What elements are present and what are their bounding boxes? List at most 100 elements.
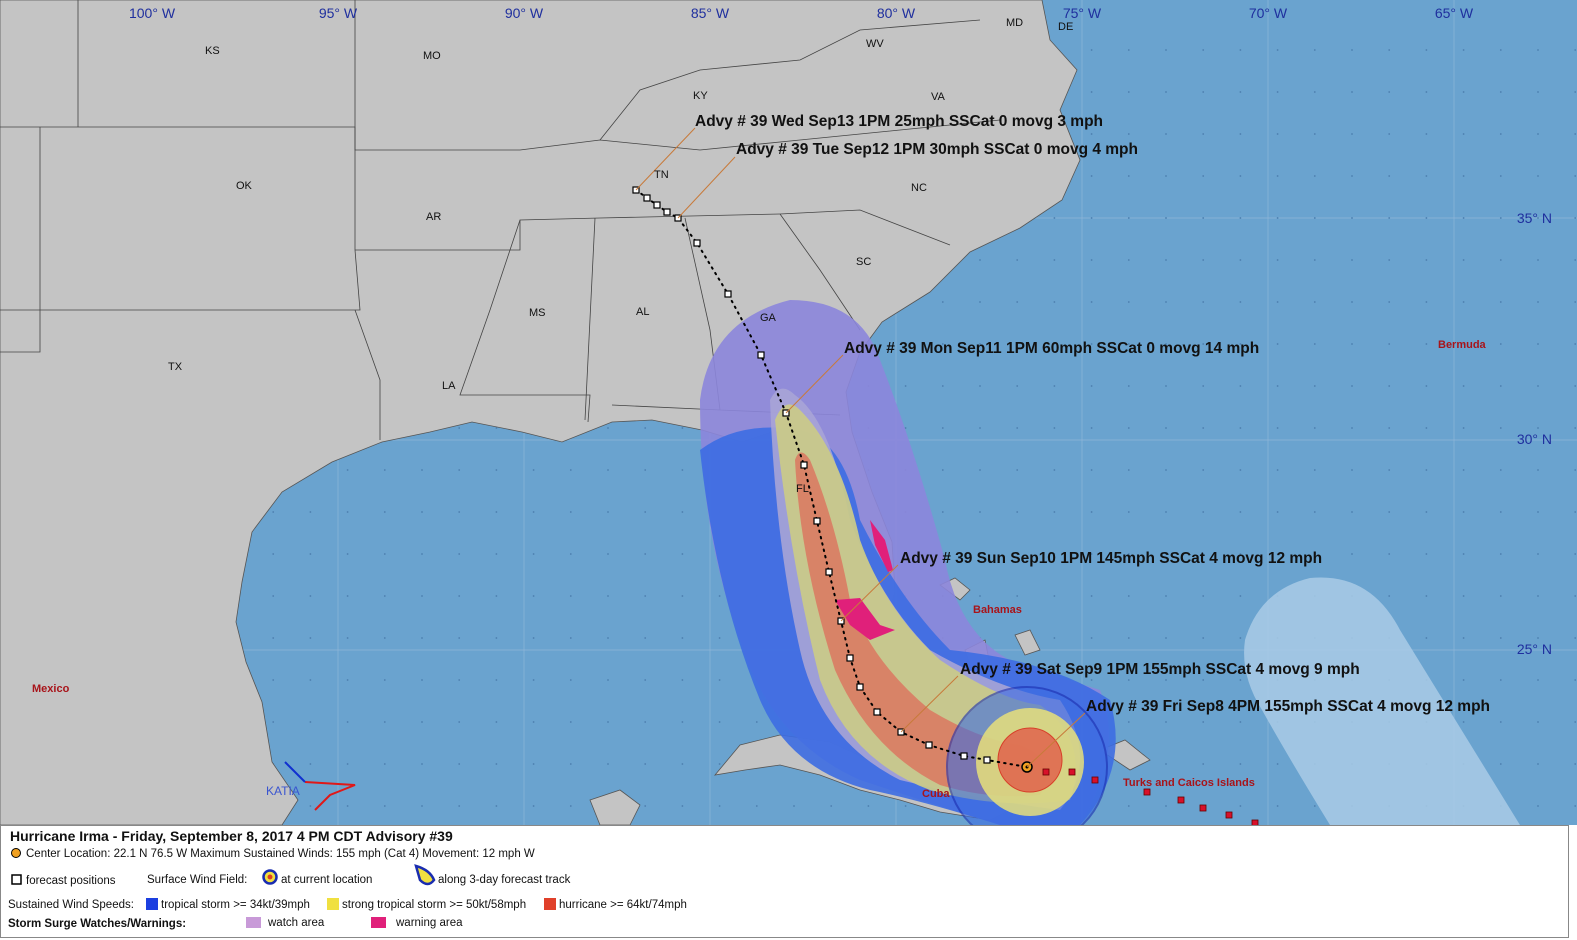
grid-dot: [532, 805, 535, 807]
grid-dot: [718, 763, 721, 765]
grid-dot: [1276, 175, 1279, 177]
grid-dot: [1202, 721, 1205, 723]
grid-dot: [383, 553, 386, 555]
grid-dot: [1351, 91, 1353, 93]
grid-dot: [532, 553, 535, 555]
grid-dot: [1127, 805, 1130, 807]
grid-dot: [1462, 427, 1465, 429]
grid-dot: [1499, 595, 1502, 597]
state-label: MO: [423, 50, 441, 62]
forecast-position: [693, 239, 701, 247]
grid-dot: [383, 763, 386, 765]
legend-text: Surface Wind Field:: [147, 874, 247, 886]
past-position: [1177, 796, 1185, 804]
grid-dot: [1053, 427, 1056, 429]
grid-dot: [979, 385, 981, 387]
grid-dot: [1202, 175, 1205, 177]
grid-dot: [1351, 511, 1353, 513]
grid-dot: [1499, 133, 1502, 135]
grid-dot: [1165, 217, 1167, 219]
grid-dot: [1239, 217, 1242, 219]
grid-dot: [1574, 301, 1577, 303]
grid-dot: [607, 427, 609, 429]
grid-dot: [1276, 133, 1279, 135]
grid-dot: [979, 301, 981, 303]
grid-dot: [1165, 385, 1167, 387]
grid-dot: [644, 553, 647, 555]
grid-dot: [1239, 805, 1242, 807]
katia-track: [304, 781, 356, 811]
grid-dot: [1537, 301, 1539, 303]
grid-dot: [1127, 595, 1130, 597]
grid-dot: [458, 511, 461, 513]
grid-dot: [1313, 343, 1316, 345]
grid-dot: [607, 511, 609, 513]
grid-dot: [1425, 175, 1428, 177]
grid-dot: [495, 469, 498, 471]
wind-field-icon-core: [267, 874, 273, 880]
state-label: VA: [931, 91, 946, 103]
grid-dot: [941, 511, 944, 513]
grid-dot: [1090, 175, 1093, 177]
grid-dot: [867, 805, 870, 807]
ts-swatch: [146, 898, 158, 910]
state-label: OK: [236, 180, 253, 192]
grid-dot: [532, 637, 535, 639]
grid-dot: [1165, 511, 1167, 513]
grid-dot: [1574, 259, 1577, 261]
grid-dot: [346, 469, 349, 471]
grid-dot: [1165, 175, 1167, 177]
advisory-label: Advy # 39 Fri Sep8 4PM 155mph SSCat 4 mo…: [1086, 698, 1490, 715]
grid-dot: [1127, 721, 1130, 723]
grid-dot: [1499, 511, 1502, 513]
grid-dot: [644, 763, 647, 765]
grid-dot: [1537, 805, 1539, 807]
grid-dot: [1313, 301, 1316, 303]
grid-dot: [1313, 259, 1316, 261]
legend-text: warning area: [395, 917, 463, 929]
grid-dot: [681, 763, 684, 765]
grid-dot: [1239, 763, 1242, 765]
leader-line: [900, 675, 959, 733]
forecast-position: [724, 290, 732, 298]
state-label: TX: [168, 361, 183, 373]
grid-dot: [1425, 217, 1428, 219]
grid-dot: [1425, 259, 1428, 261]
grid-dot: [1276, 763, 1279, 765]
state-label: LA: [442, 380, 456, 392]
grid-dot: [979, 595, 981, 597]
grid-dot: [1239, 721, 1242, 723]
state-label: MD: [1006, 17, 1023, 29]
grid-dot: [1351, 553, 1353, 555]
grid-dot: [1462, 175, 1465, 177]
grid-dot: [1127, 175, 1130, 177]
grid-dot: [1239, 553, 1242, 555]
grid-dot: [1090, 217, 1093, 219]
grid-dot: [1090, 343, 1093, 345]
grid-dot: [1165, 259, 1167, 261]
legend-text: Sustained Wind Speeds:: [8, 899, 134, 911]
grid-dot: [681, 637, 684, 639]
grid-dot: [421, 553, 423, 555]
grid-dot: [1053, 637, 1056, 639]
grid-dot: [383, 637, 386, 639]
grid-dot: [309, 721, 312, 723]
grid-dot: [1127, 427, 1130, 429]
grid-dot: [1202, 343, 1205, 345]
grid-dot: [495, 427, 498, 429]
advisory-label: Advy # 39 Sat Sep9 1PM 155mph SSCat 4 mo…: [960, 661, 1360, 678]
grid-dot: [1165, 721, 1167, 723]
grid-dot: [1351, 301, 1353, 303]
grid-dot: [904, 385, 907, 387]
grid-dot: [495, 595, 498, 597]
grid-dot: [1425, 133, 1428, 135]
latitude-label: 25° N: [1517, 641, 1552, 657]
grid-dot: [1537, 133, 1539, 135]
leader-line: [840, 564, 899, 622]
longitude-label: 65° W: [1435, 5, 1474, 21]
advisory-label: Advy # 39 Mon Sep11 1PM 60mph SSCat 0 mo…: [844, 340, 1259, 357]
grid-dot: [1313, 511, 1316, 513]
legend-text: tropical storm >= 34kt/39mph: [161, 899, 310, 911]
grid-dot: [495, 511, 498, 513]
